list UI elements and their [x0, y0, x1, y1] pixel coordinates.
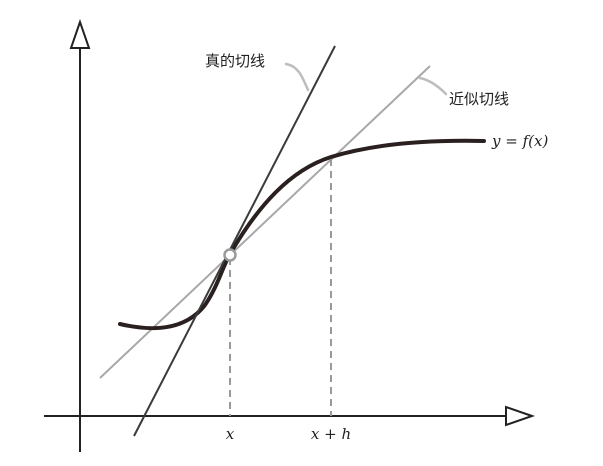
- approx-tangent-label: 近似切线: [449, 90, 509, 108]
- tangent-point: [223, 248, 237, 262]
- x-tick-label: x: [226, 425, 235, 443]
- function-curve: [118, 138, 486, 331]
- true-tangent-line: [133, 45, 336, 437]
- true-tangent-label: 真的切线: [205, 52, 265, 70]
- approx-tangent-leader: [418, 76, 448, 96]
- xh-tick-label: x + h: [311, 425, 351, 443]
- approx-tangent-line: [99, 65, 431, 379]
- x-axis-arrow-icon: [505, 405, 536, 427]
- curve-label: y = f(x): [491, 132, 548, 150]
- true-tangent-leader: [284, 62, 310, 92]
- y-axis-arrow-icon: [69, 18, 91, 49]
